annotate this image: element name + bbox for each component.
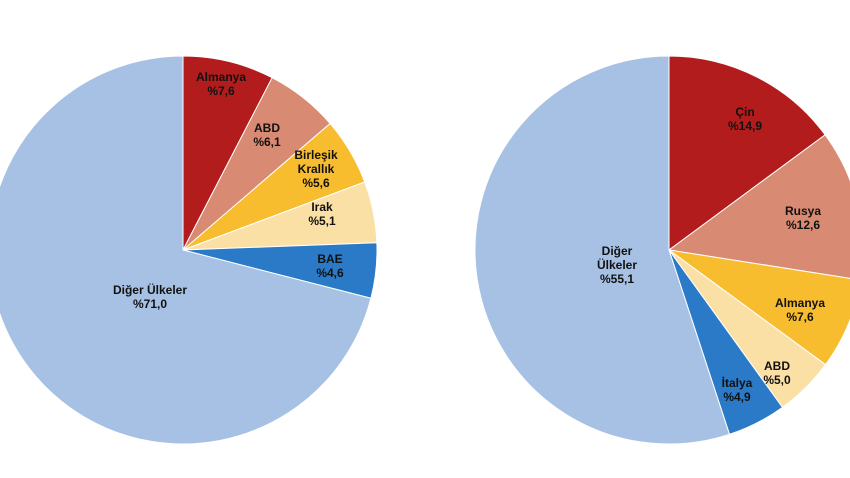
pie-slice [667, 134, 850, 279]
slice-label: Diğer Ülkeler %55,1 [597, 244, 637, 286]
slice-label: BAE %4,6 [316, 252, 344, 280]
slice-label: Almanya %7,6 [775, 296, 825, 324]
pie-chart-right: Çin %14,9 Rusya %12,6 Almanya %7,6 ABD %5,0 İtal… [474, 55, 850, 445]
slice-label: Irak %5,1 [308, 200, 336, 228]
slice-label: Çin %14,9 [728, 105, 762, 133]
pie-slice [668, 55, 826, 251]
slice-label: Diğer Ülkeler %71,0 [113, 282, 187, 311]
slice-label: Rusya %12,6 [785, 204, 821, 232]
slice-label: Almanya %7,6 [196, 70, 246, 98]
pie-slice [0, 55, 372, 445]
slice-label: ABD %5,0 [763, 359, 791, 387]
slice-label: Birleşik Krallık %5,6 [294, 148, 338, 190]
slice-label: ABD %6,1 [253, 121, 281, 149]
slice-label: İtalya %4,9 [722, 375, 753, 404]
pie-slice [474, 55, 731, 445]
